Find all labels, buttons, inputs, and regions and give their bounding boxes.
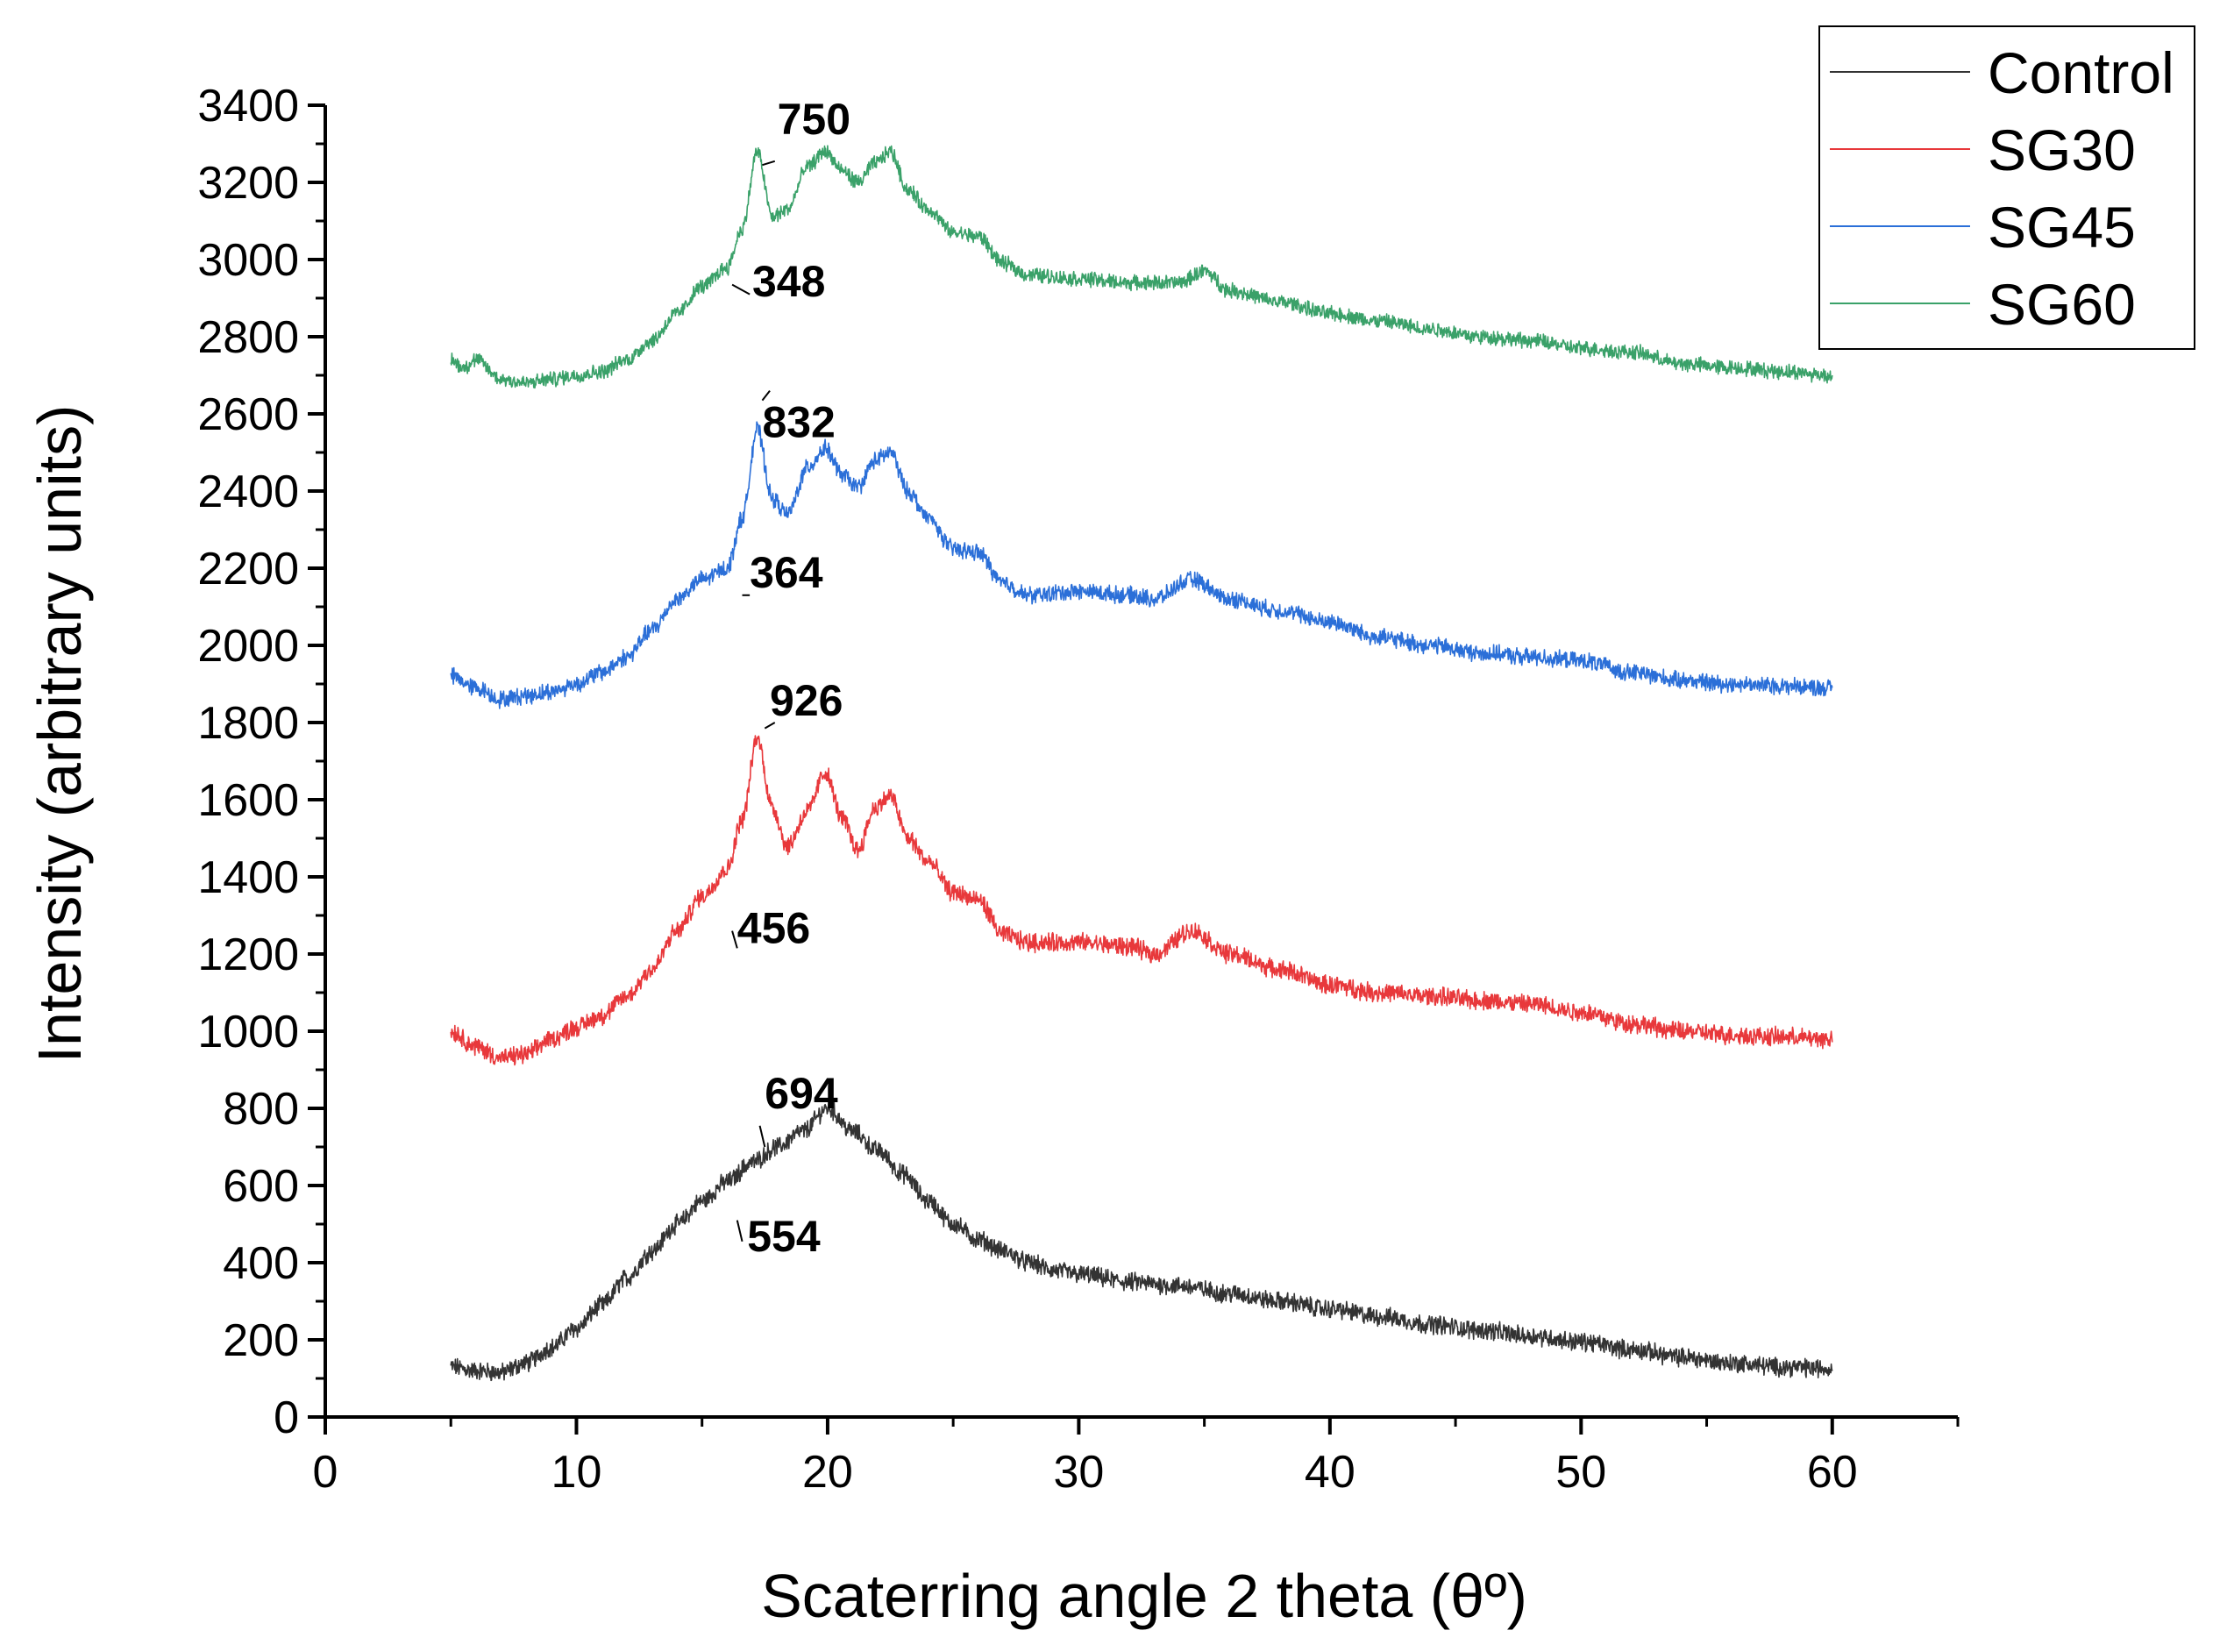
- y-tick-label: 2800: [197, 312, 299, 363]
- y-axis-title: Intensity (arbitrary units): [25, 405, 94, 1064]
- legend-label: SG30: [1988, 117, 2136, 182]
- annotation-label: 456: [737, 904, 810, 953]
- y-tick-label: 2400: [197, 466, 299, 517]
- annotation-layer: 750 348 832 364 926 456 694 554: [731, 95, 850, 1261]
- y-tick-label: 1200: [197, 929, 299, 980]
- y-tick-label: 1400: [197, 852, 299, 903]
- y-tick-label: 400: [223, 1238, 299, 1289]
- annotation-label: 926: [770, 676, 843, 725]
- annotation-label: 832: [762, 397, 835, 446]
- annotation-leader: [758, 1125, 766, 1148]
- y-tick-label: 2000: [197, 621, 299, 672]
- annotation-leader: [731, 930, 738, 949]
- series-layer: [450, 145, 1833, 1382]
- annotation-leader: [761, 389, 771, 402]
- annotation-leader: [764, 722, 776, 730]
- x-tick-label: 0: [313, 1447, 338, 1498]
- annotation-label: 364: [750, 548, 823, 597]
- x-tick-label: 30: [1053, 1447, 1104, 1498]
- annotation-leader: [731, 283, 751, 296]
- series-line-sg30: [450, 735, 1833, 1066]
- legend-box: [1818, 25, 2195, 350]
- legend: Control SG30 SG45 SG60: [1818, 25, 2195, 350]
- series-line-sg45: [450, 421, 1833, 709]
- x-tick-label: 10: [551, 1447, 602, 1498]
- series-line-control: [450, 1101, 1833, 1382]
- y-tick-label: 1800: [197, 698, 299, 749]
- annotation-label: 750: [778, 95, 850, 144]
- y-tick-label: 3200: [197, 158, 299, 209]
- x-tick-label: 40: [1305, 1447, 1355, 1498]
- y-tick-label: 200: [223, 1315, 299, 1366]
- x-tick-label: 60: [1807, 1447, 1858, 1498]
- series-line-sg60: [450, 145, 1833, 389]
- annotation-leader: [762, 160, 776, 167]
- legend-label: Control: [1988, 40, 2174, 105]
- y-tick-label: 2600: [197, 389, 299, 440]
- y-tick-label: 0: [274, 1392, 299, 1443]
- y-tick-label: 1000: [197, 1007, 299, 1057]
- annotation-leader: [736, 1220, 744, 1243]
- axes-layer: 0200400600800100012001400160018002000220…: [197, 81, 1960, 1498]
- y-tick-label: 600: [223, 1161, 299, 1212]
- y-tick-label: 800: [223, 1084, 299, 1135]
- x-tick-label: 50: [1555, 1447, 1606, 1498]
- x-tick-label: 20: [802, 1447, 853, 1498]
- annotation-label: 348: [752, 257, 825, 306]
- x-axis-title: Scaterring angle 2 theta (θº): [761, 1562, 1527, 1630]
- annotation-label: 554: [747, 1212, 821, 1261]
- legend-label: SG45: [1988, 195, 2136, 260]
- y-tick-label: 3400: [197, 81, 299, 132]
- legend-label: SG60: [1988, 272, 2136, 337]
- y-tick-label: 1600: [197, 775, 299, 826]
- annotation-label: 694: [765, 1069, 838, 1118]
- y-tick-label: 2200: [197, 544, 299, 595]
- y-tick-label: 3000: [197, 235, 299, 286]
